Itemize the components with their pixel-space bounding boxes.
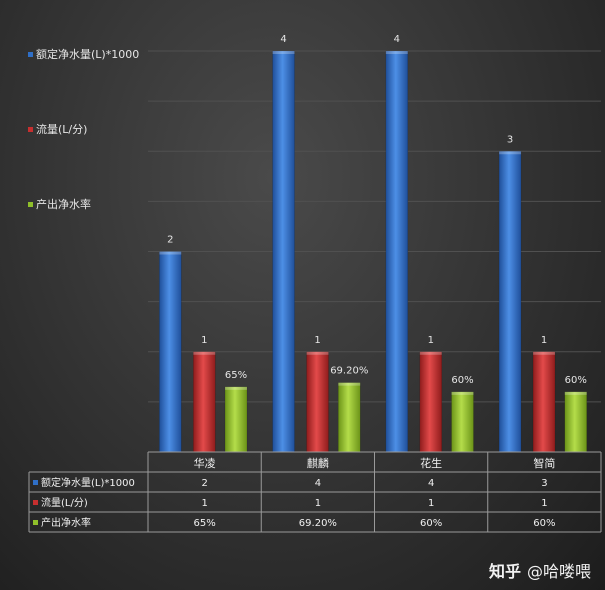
bar-1-0 bbox=[193, 351, 216, 453]
bar-0-0 bbox=[159, 251, 182, 453]
watermark-handle: @哈喽喂 bbox=[526, 562, 591, 581]
bar-2-2 bbox=[451, 391, 474, 453]
table-cell-1-0: 1 bbox=[201, 498, 207, 509]
data-label-1-2: 1 bbox=[428, 335, 434, 346]
bar-top-1-1 bbox=[306, 351, 329, 355]
legend-item-output-rate: 产出净水率 bbox=[28, 196, 91, 212]
bar-top-1-3 bbox=[533, 351, 556, 355]
table-row-label-2: 产出净水率 bbox=[41, 516, 91, 529]
bar-top-2-2 bbox=[451, 391, 474, 395]
data-label-2-3: 60% bbox=[565, 375, 587, 386]
table-header-0: 华凌 bbox=[194, 456, 216, 470]
data-label-1-1: 1 bbox=[314, 335, 320, 346]
bar-2-1 bbox=[338, 382, 361, 453]
bar-top-0-2 bbox=[385, 51, 408, 54]
zhihu-logo: 知乎 bbox=[488, 562, 521, 581]
table-cell-2-3: 60% bbox=[533, 518, 555, 529]
bar-top-0-3 bbox=[499, 151, 522, 155]
table-row-swatch-1 bbox=[33, 500, 38, 505]
bar-top-0-1 bbox=[272, 51, 295, 54]
data-label-0-0: 2 bbox=[167, 235, 173, 246]
table-cell-1-2: 1 bbox=[428, 498, 434, 509]
table-header-3: 智简 bbox=[533, 456, 555, 470]
bar-0-2 bbox=[385, 50, 409, 453]
data-label-0-3: 3 bbox=[507, 134, 513, 145]
table-cell-0-2: 4 bbox=[428, 478, 434, 489]
table-row-label-1: 流量(L/分) bbox=[41, 496, 88, 509]
legend-label-rated-volume: 额定净水量(L)*1000 bbox=[36, 48, 140, 61]
data-label-1-3: 1 bbox=[541, 335, 547, 346]
bar-top-2-3 bbox=[564, 391, 587, 395]
bar-top-2-1 bbox=[338, 382, 361, 386]
bar-top-1-0 bbox=[193, 351, 216, 355]
bar-1-1 bbox=[306, 351, 329, 453]
table-row-label-0: 额定净水量(L)*1000 bbox=[41, 476, 135, 489]
watermark: 知乎 @哈喽喂 bbox=[489, 558, 591, 582]
bar-2-3 bbox=[564, 391, 588, 453]
bar-1-3 bbox=[532, 351, 556, 453]
bar-2-0 bbox=[224, 386, 248, 453]
bar-top-2-0 bbox=[225, 386, 248, 390]
table-row-swatch-2 bbox=[33, 520, 38, 525]
table-cell-0-3: 3 bbox=[541, 478, 547, 489]
legend-swatch-flow-rate bbox=[28, 126, 33, 132]
table-cell-1-1: 1 bbox=[315, 498, 321, 509]
table-cell-0-0: 2 bbox=[201, 478, 207, 489]
data-label-2-1: 69.20% bbox=[330, 366, 368, 377]
bar-top-1-2 bbox=[419, 351, 442, 355]
data-label-0-2: 4 bbox=[394, 34, 400, 45]
legend-swatch-output-rate bbox=[28, 201, 33, 207]
legend-label-output-rate: 产出净水率 bbox=[36, 198, 91, 211]
table-cell-2-2: 60% bbox=[420, 518, 442, 529]
data-label-1-0: 1 bbox=[201, 335, 207, 346]
table-row-swatch-0 bbox=[33, 480, 38, 485]
table-header-2: 花生 bbox=[420, 456, 442, 470]
table-header-1: 麒麟 bbox=[307, 456, 329, 470]
table-cell-2-0: 65% bbox=[194, 518, 216, 529]
legend-item-rated-volume: 额定净水量(L)*1000 bbox=[28, 46, 139, 62]
table-cell-0-1: 4 bbox=[315, 478, 321, 489]
bar-1-2 bbox=[419, 351, 443, 453]
table-cell-1-3: 1 bbox=[541, 498, 547, 509]
bar-0-3 bbox=[498, 151, 522, 453]
data-label-2-0: 65% bbox=[225, 370, 247, 381]
data-label-2-2: 60% bbox=[451, 375, 473, 386]
bar-top-0-0 bbox=[159, 251, 182, 255]
legend-swatch-rated-volume bbox=[28, 51, 33, 57]
table-cell-2-1: 69.20% bbox=[299, 518, 337, 529]
legend-item-flow-rate: 流量(L/分) bbox=[28, 121, 87, 137]
bar-0-1 bbox=[272, 50, 295, 453]
legend-label-flow-rate: 流量(L/分) bbox=[36, 123, 88, 136]
data-label-0-1: 4 bbox=[280, 34, 286, 45]
